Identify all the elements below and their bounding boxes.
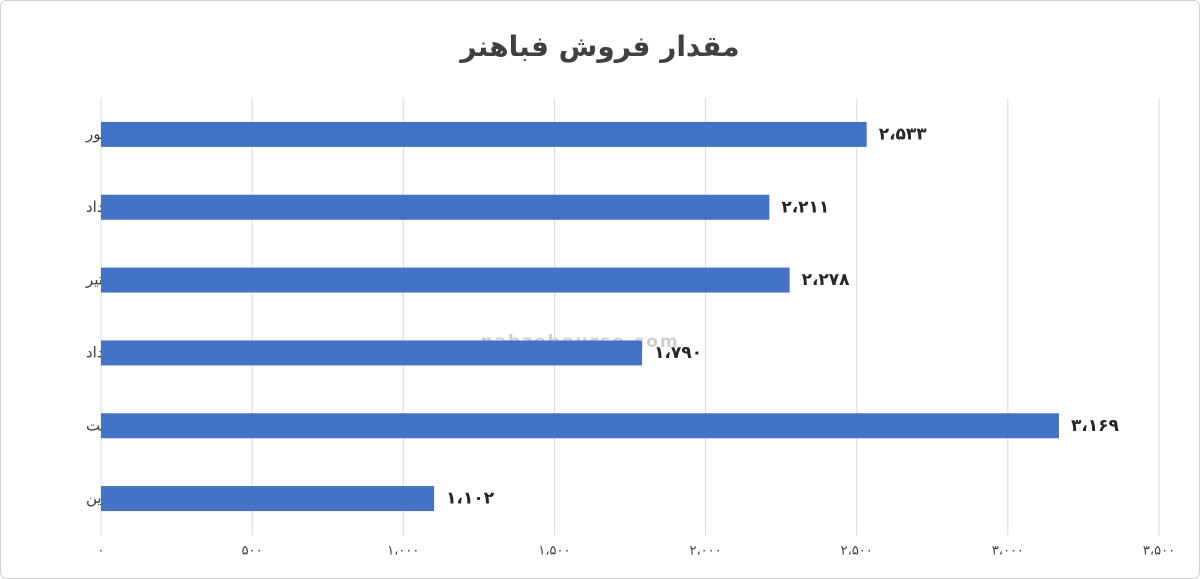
bar <box>101 486 435 512</box>
value-label: ۱،۱۰۲ <box>446 489 495 509</box>
x-tick-label: ۱،۵۰۰ <box>538 544 570 559</box>
bar <box>101 413 1059 439</box>
chart-title: مقدار فروش فباهنر <box>458 30 739 63</box>
value-label: ۲،۲۱۱ <box>781 197 829 217</box>
x-tick-label: ۳،۵۰۰ <box>1143 544 1175 559</box>
value-label: ۲،۵۳۳ <box>879 124 928 144</box>
x-tick-label: ۵۰۰ <box>242 544 263 559</box>
x-tick-label: ۳،۰۰۰ <box>992 544 1024 559</box>
bar <box>101 267 790 293</box>
bar <box>101 121 867 147</box>
value-label: ۱،۷۹۰ <box>654 343 702 363</box>
bar <box>101 194 770 220</box>
y-tick-label: تیر <box>85 271 103 289</box>
x-tick-label: ۲،۰۰۰ <box>690 544 722 559</box>
value-label: ۲،۲۷۸ <box>802 270 851 290</box>
value-label: ۳،۱۶۹ <box>1071 416 1120 436</box>
x-tick-label: ۱،۰۰۰ <box>387 544 419 559</box>
bar <box>101 340 643 366</box>
x-tick-label: ۰ <box>98 544 105 559</box>
x-tick-label: ۲،۵۰۰ <box>841 544 873 559</box>
